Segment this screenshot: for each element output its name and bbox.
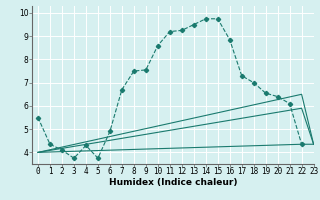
X-axis label: Humidex (Indice chaleur): Humidex (Indice chaleur): [108, 178, 237, 187]
